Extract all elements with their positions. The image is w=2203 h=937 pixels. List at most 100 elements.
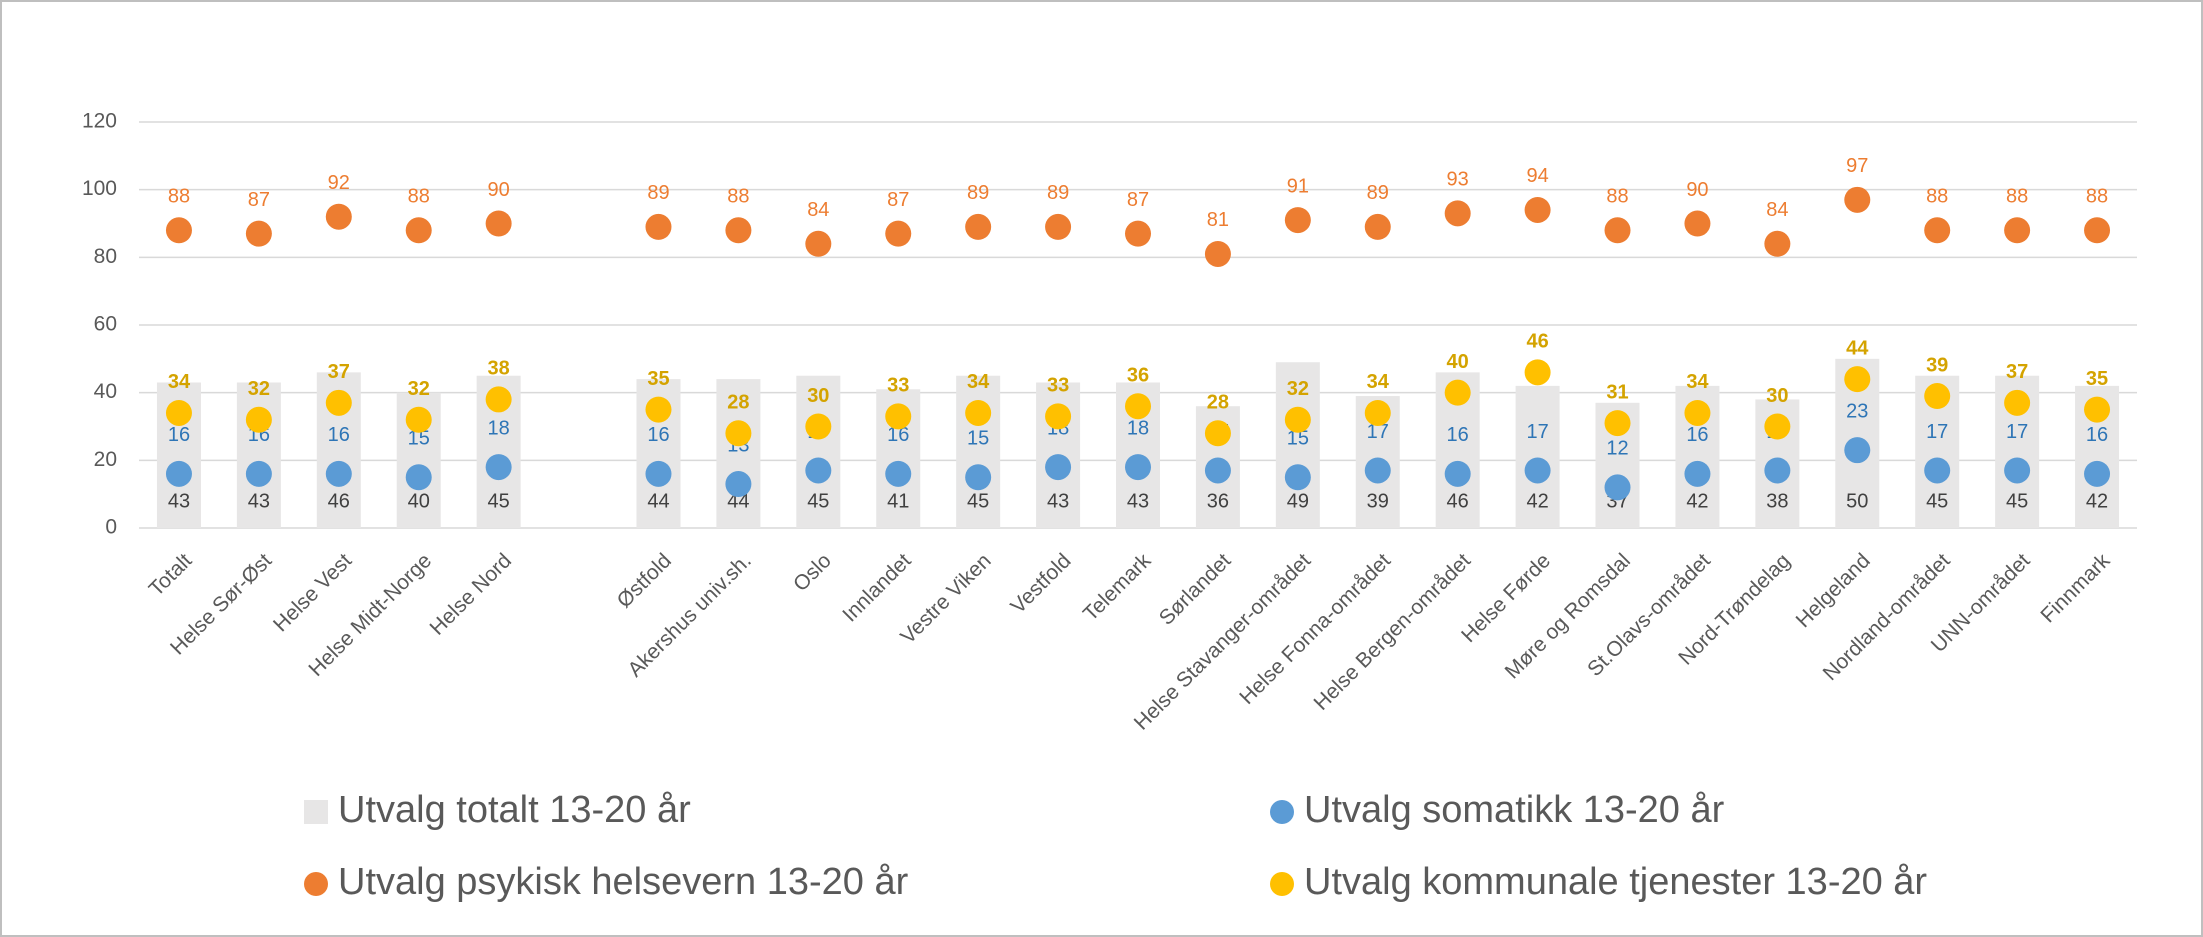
data-label: 17 <box>1926 421 1948 443</box>
data-label: 17 <box>1526 421 1548 443</box>
dot <box>1764 413 1791 440</box>
dot <box>485 386 512 413</box>
dot <box>1844 366 1871 393</box>
bar <box>716 379 761 528</box>
data-label: 49 <box>1287 490 1309 512</box>
data-label: 30 <box>807 385 829 407</box>
dot <box>645 396 672 423</box>
data-label: 87 <box>887 189 909 211</box>
bar <box>796 375 841 528</box>
dot <box>2084 217 2111 244</box>
dot <box>245 460 272 487</box>
dot <box>1684 210 1711 237</box>
y-tick-label: 40 <box>94 380 117 403</box>
data-label: 97 <box>1846 155 1868 177</box>
data-label: 90 <box>488 179 510 201</box>
data-label: 91 <box>1287 175 1309 197</box>
dot <box>1604 217 1631 244</box>
data-label: 15 <box>408 428 430 450</box>
data-label: 43 <box>1127 490 1149 512</box>
dot <box>325 389 352 416</box>
legend-marker <box>1270 872 1294 896</box>
dot <box>1444 379 1471 406</box>
dot <box>1045 403 1072 430</box>
data-label: 16 <box>168 424 190 446</box>
dot <box>245 220 272 247</box>
data-label: 89 <box>967 182 989 204</box>
data-label: 88 <box>2086 186 2108 208</box>
data-label: 18 <box>488 417 510 439</box>
data-label: 36 <box>1207 490 1229 512</box>
dot <box>1284 464 1311 491</box>
dot <box>805 457 832 484</box>
data-label: 30 <box>1766 385 1788 407</box>
data-label: 44 <box>1846 337 1869 359</box>
dot <box>1844 437 1871 464</box>
bar <box>1515 385 1560 528</box>
dot <box>2084 460 2111 487</box>
dot <box>1364 213 1391 240</box>
dot <box>1364 399 1391 426</box>
data-label: 34 <box>168 371 191 393</box>
dot <box>2004 389 2031 416</box>
dot <box>165 399 192 426</box>
y-tick-label: 0 <box>105 516 117 539</box>
data-label: 84 <box>1766 199 1788 221</box>
data-label: 44 <box>727 490 749 512</box>
dot <box>245 406 272 433</box>
y-tick-label: 120 <box>82 110 117 133</box>
dot <box>1284 207 1311 234</box>
dot <box>325 460 352 487</box>
data-label: 42 <box>2086 490 2108 512</box>
dot <box>1604 410 1631 437</box>
dot <box>725 217 752 244</box>
data-label: 81 <box>1207 209 1229 231</box>
dot <box>165 460 192 487</box>
data-label: 89 <box>647 182 669 204</box>
data-label: 16 <box>1447 424 1469 446</box>
data-label: 15 <box>1287 428 1309 450</box>
dot <box>1125 393 1151 420</box>
legend-label: Utvalg psykisk helsevern 13-20 år <box>338 861 909 903</box>
data-label: 89 <box>1367 182 1389 204</box>
dot <box>1125 220 1151 247</box>
legend-label: Utvalg kommunale tjenester 13-20 år <box>1304 861 1927 903</box>
dot <box>405 464 432 491</box>
dot <box>1684 460 1711 487</box>
data-label: 92 <box>328 172 350 194</box>
data-label: 45 <box>2006 490 2028 512</box>
dot <box>885 403 912 430</box>
data-label: 39 <box>1926 354 1948 376</box>
data-label: 93 <box>1447 169 1469 191</box>
y-tick-label: 20 <box>94 448 117 471</box>
data-label: 39 <box>1367 490 1389 512</box>
dot <box>885 460 912 487</box>
dot <box>965 399 992 426</box>
data-label: 90 <box>1686 179 1708 201</box>
dot <box>965 464 992 491</box>
dot <box>1444 460 1471 487</box>
dot <box>485 454 512 481</box>
data-label: 31 <box>1606 381 1628 403</box>
data-label: 45 <box>967 490 989 512</box>
data-label: 32 <box>1287 378 1309 400</box>
data-label: 88 <box>2006 186 2028 208</box>
data-label: 16 <box>2086 424 2108 446</box>
dot <box>1604 474 1631 501</box>
dot <box>1524 457 1551 484</box>
data-label: 46 <box>1447 490 1469 512</box>
data-label: 87 <box>1127 189 1149 211</box>
data-label: 43 <box>248 490 270 512</box>
dot <box>2084 396 2111 423</box>
data-label: 28 <box>1207 392 1229 414</box>
data-label: 37 <box>2006 361 2028 383</box>
data-label: 23 <box>1846 400 1868 422</box>
dot <box>1364 457 1391 484</box>
data-label: 33 <box>887 375 909 397</box>
y-tick-label: 60 <box>94 313 117 336</box>
dot <box>1764 457 1791 484</box>
dot <box>1045 213 1072 240</box>
data-label: 45 <box>1926 490 1948 512</box>
data-label: 43 <box>168 490 190 512</box>
